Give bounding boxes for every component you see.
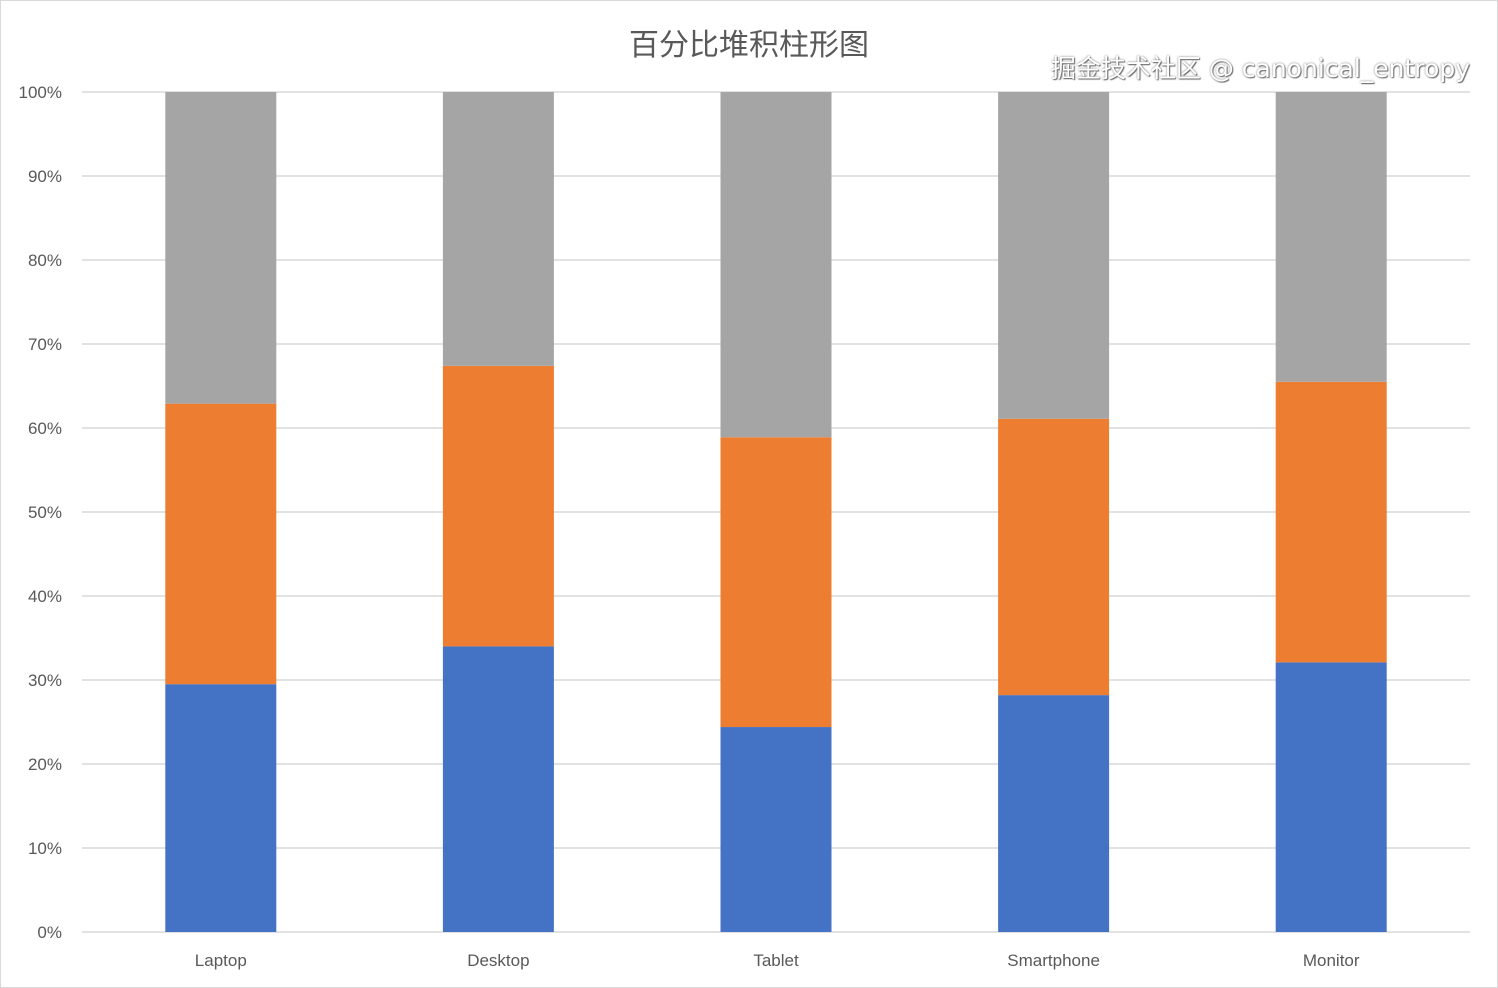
- bar-segment-series-3: [720, 92, 832, 438]
- y-tick-label: 10%: [28, 839, 62, 858]
- chart-title: 百分比堆积柱形图: [629, 28, 869, 63]
- bar-segment-series-3: [165, 92, 277, 404]
- bar-segment-series-3: [1275, 92, 1387, 382]
- y-tick-label: 100%: [19, 83, 62, 102]
- y-tick-label: 90%: [28, 167, 62, 186]
- bar-segment-series-1: [720, 727, 832, 932]
- x-tick-label: Smartphone: [1007, 951, 1100, 970]
- bar-segment-series-3: [998, 92, 1110, 419]
- bar-segment-series-2: [720, 437, 832, 728]
- bar-segment-series-1: [442, 646, 554, 932]
- bar-segment-series-2: [1275, 381, 1387, 663]
- bar-segment-series-1: [1275, 662, 1387, 932]
- y-tick-label: 70%: [28, 335, 62, 354]
- watermark: 掘金技术社区 @ canonical_entropy: [1050, 54, 1470, 83]
- x-tick-label: Monitor: [1303, 951, 1360, 970]
- y-tick-label: 30%: [28, 671, 62, 690]
- bar-segment-series-1: [165, 684, 277, 932]
- bar-segment-series-2: [998, 418, 1110, 696]
- y-tick-label: 20%: [28, 755, 62, 774]
- bar-segment-series-1: [998, 695, 1110, 932]
- x-tick-label: Tablet: [753, 951, 799, 970]
- x-tick-label: Desktop: [467, 951, 529, 970]
- y-tick-label: 80%: [28, 251, 62, 270]
- y-tick-label: 40%: [28, 587, 62, 606]
- y-tick-label: 0%: [37, 923, 62, 942]
- x-tick-label: Laptop: [195, 951, 247, 970]
- bar-segment-series-2: [442, 365, 554, 647]
- y-tick-label: 60%: [28, 419, 62, 438]
- y-tick-label: 50%: [28, 503, 62, 522]
- bar-segment-series-3: [442, 92, 554, 366]
- bar-segment-series-2: [165, 403, 277, 685]
